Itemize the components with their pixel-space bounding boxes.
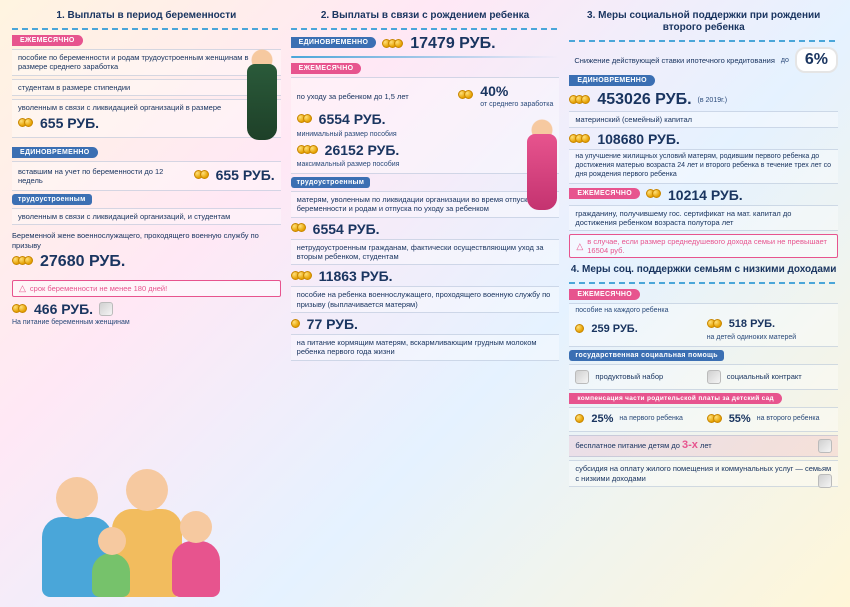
col1-title: 1. Выплаты в период беременности xyxy=(12,10,281,22)
illustration-family xyxy=(32,457,272,597)
amount: 27680 РУБ. xyxy=(40,252,125,272)
coins-icon xyxy=(297,145,315,156)
food-icon xyxy=(99,302,113,316)
amount: 453026 РУБ. xyxy=(597,91,691,109)
baby-food-icon xyxy=(818,439,832,453)
coins-icon xyxy=(569,134,587,145)
warning: срок беременности не менее 180 дней! xyxy=(12,280,281,297)
card: пособие на каждого ребенка 259 РУБ. 518 … xyxy=(569,303,838,346)
badge-sub: государственная социальная помощь xyxy=(569,350,724,361)
badge-monthly: ЕЖЕМЕСЯЧНО xyxy=(569,289,640,300)
badge-once: ЕДИНОВРЕМЕННО xyxy=(569,75,655,86)
coins-icon xyxy=(707,414,719,425)
divider xyxy=(12,28,281,30)
card: уволенным в связи с ликвидацией организа… xyxy=(12,99,281,138)
coins-icon xyxy=(458,90,470,101)
badge-monthly: ЕЖЕМЕСЯЧНО xyxy=(291,63,362,74)
badge-sub: трудоустроенным xyxy=(12,194,92,205)
percent: 25% xyxy=(591,413,613,427)
card: на питание кормящим матерям, вскармливаю… xyxy=(291,334,560,361)
amount: 655 РУБ. xyxy=(216,167,275,185)
column-second-child: 3. Меры социальной поддержки при рождени… xyxy=(569,10,838,597)
badge-comp: компенсация части родительской платы за … xyxy=(569,393,782,404)
badge-once: ЕДИНОВРЕМЕННО xyxy=(291,37,377,48)
divider xyxy=(569,40,838,42)
amount: 518 РУБ. xyxy=(729,318,775,332)
coins-icon xyxy=(12,304,24,315)
amount: 259 РУБ. xyxy=(591,323,637,337)
receipt-icon xyxy=(818,474,832,488)
contract-icon xyxy=(707,370,721,384)
amount: 108680 РУБ. xyxy=(597,131,679,147)
card: субсидия на оплату жилого помещения и ко… xyxy=(569,460,838,487)
card: материнский (семейный) капитал xyxy=(569,111,838,128)
coins-icon xyxy=(18,118,30,129)
card: по уходу за ребенком до 1,5 лет 40% от с… xyxy=(291,77,560,174)
badge-monthly: ЕЖЕМЕСЯЧНО xyxy=(569,188,640,199)
coins-icon xyxy=(646,189,658,200)
coins-icon xyxy=(382,39,400,50)
card: пособие на ребенка военнослужащего, прох… xyxy=(291,286,560,313)
amount: 655 РУБ. xyxy=(40,115,99,133)
amount: 6554 РУБ. xyxy=(319,111,386,129)
coins-icon xyxy=(291,223,303,234)
card: 25% на первого ребенка 55% на второго ре… xyxy=(569,407,838,433)
card: на улучшение жилищных условий матерям, р… xyxy=(569,149,838,183)
badge-sub: трудоустроенным xyxy=(291,177,371,188)
column-birth: 2. Выплаты в связи с рождением ребенка Е… xyxy=(291,10,560,597)
card: вставшим на учет по беременности до 12 н… xyxy=(12,161,281,191)
card: продуктовый набор социальный контракт xyxy=(569,364,838,390)
badge-once: ЕДИНОВРЕМЕННО xyxy=(12,147,98,158)
coins-icon xyxy=(575,414,581,425)
divider xyxy=(291,56,560,58)
card: студентам в размере стипендии xyxy=(12,79,281,96)
column-pregnancy: 1. Выплаты в период беременности ЕЖЕМЕСЯ… xyxy=(12,10,281,597)
col2-title: 2. Выплаты в связи с рождением ребенка xyxy=(291,10,560,22)
age: 3-х xyxy=(682,439,698,453)
coins-icon xyxy=(707,319,719,330)
card: нетрудоустроенным гражданам, фактически … xyxy=(291,239,560,266)
grocery-icon xyxy=(575,370,589,384)
card: уволенным в связи с ликвидацией организа… xyxy=(12,208,281,225)
coins-icon xyxy=(297,114,309,125)
card: Беременной жене военнослужащего, проходя… xyxy=(12,228,281,277)
divider xyxy=(291,28,560,30)
warning: в случае, если размер среднедушевого дох… xyxy=(569,234,838,258)
amount: 6554 РУБ. xyxy=(313,221,380,237)
coins-icon xyxy=(291,271,309,282)
divider xyxy=(569,282,838,284)
col3-title: 3. Меры социальной поддержки при рождени… xyxy=(569,10,838,34)
coins-icon xyxy=(291,319,297,330)
coins-icon xyxy=(575,324,581,335)
amount: 466 РУБ. xyxy=(34,301,93,317)
col3-title2: 4. Меры соц. поддержки семьям с низкими … xyxy=(569,264,838,276)
percent: 55% xyxy=(729,413,751,427)
amount: 77 РУБ. xyxy=(307,316,358,332)
card: матерям, уволенным по ликвидации организ… xyxy=(291,191,560,218)
amount: 11863 РУБ. xyxy=(319,268,393,284)
mortgage-rate: 6% xyxy=(795,47,838,73)
coins-icon xyxy=(194,170,206,181)
card: гражданину, получившему гос. сертификат … xyxy=(569,205,838,232)
amount: 17479 РУБ. xyxy=(410,35,495,53)
badge-monthly: ЕЖЕМЕСЯЧНО xyxy=(12,35,83,46)
amount: 26152 РУБ. xyxy=(325,142,400,160)
amount: 10214 РУБ. xyxy=(668,187,743,203)
coins-icon xyxy=(12,256,30,267)
coins-icon xyxy=(569,95,587,106)
card: пособие по беременности и родам трудоуст… xyxy=(12,49,281,76)
percent: 40% xyxy=(480,83,508,101)
card-free-meals: бесплатное питание детям до 3-х лет xyxy=(569,435,838,457)
